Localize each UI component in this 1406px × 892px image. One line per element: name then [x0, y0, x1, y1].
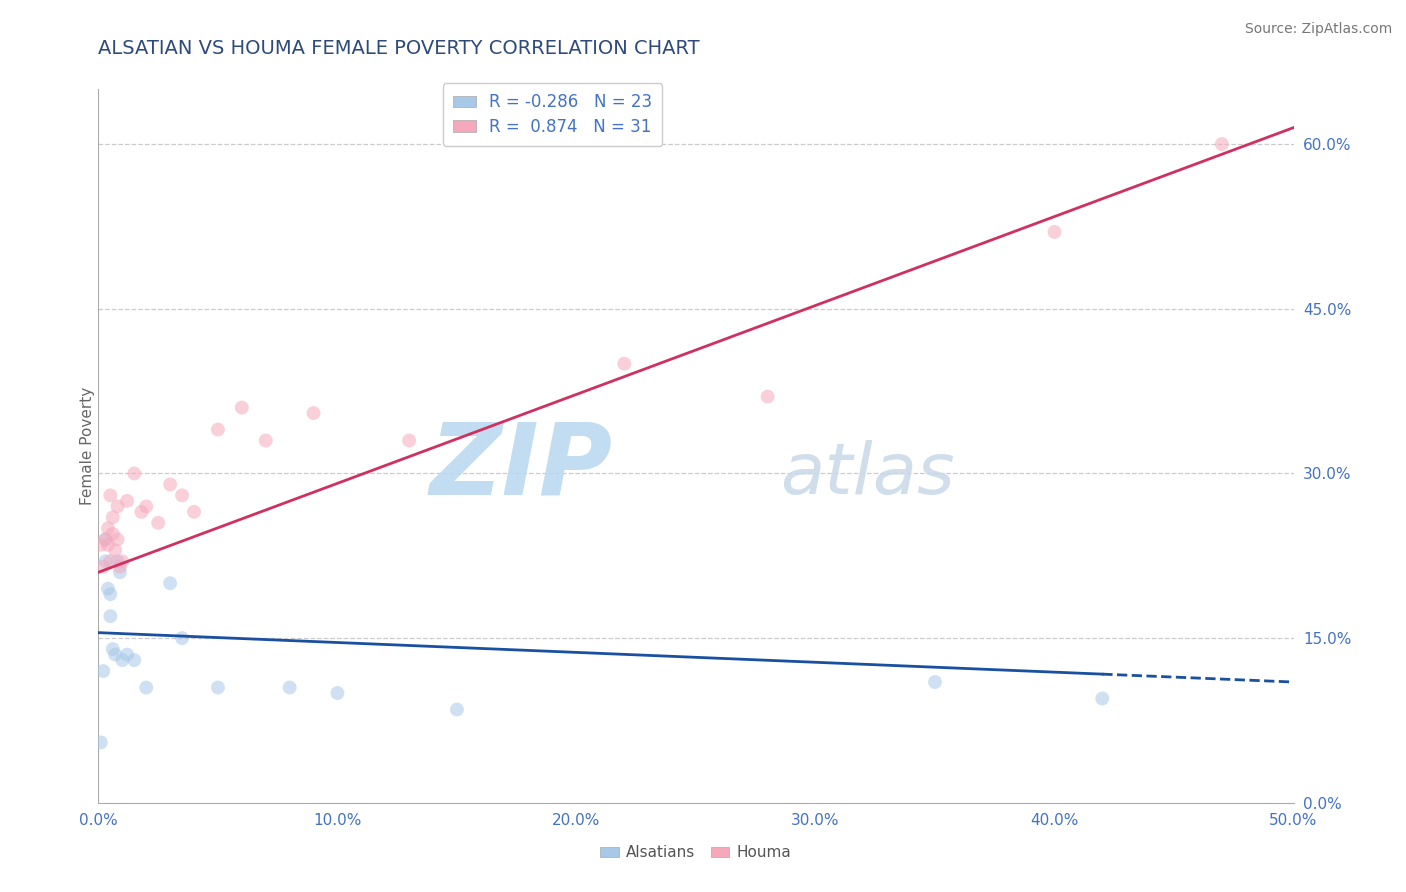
Text: Source: ZipAtlas.com: Source: ZipAtlas.com — [1244, 22, 1392, 37]
Point — [101, 642, 124, 657]
Point — [115, 648, 138, 662]
Point — [108, 559, 131, 574]
Point — [90, 538, 112, 552]
Point — [104, 543, 127, 558]
Point — [135, 500, 157, 514]
Point — [1091, 691, 1114, 706]
Point — [104, 648, 127, 662]
Point — [231, 401, 253, 415]
Point — [254, 434, 277, 448]
Point — [131, 505, 153, 519]
Point — [90, 735, 112, 749]
Point — [207, 681, 229, 695]
Point — [97, 538, 120, 552]
Point — [159, 477, 181, 491]
Point — [98, 488, 122, 502]
Point — [111, 653, 134, 667]
Point — [98, 554, 122, 568]
Point — [326, 686, 349, 700]
Point — [111, 554, 134, 568]
Y-axis label: Female Poverty: Female Poverty — [80, 387, 94, 505]
Point — [1043, 225, 1066, 239]
Point — [107, 500, 129, 514]
Point — [94, 533, 117, 547]
Point — [91, 559, 114, 574]
Point — [924, 675, 946, 690]
Point — [108, 566, 131, 580]
Point — [97, 521, 120, 535]
Point — [278, 681, 301, 695]
Point — [98, 587, 122, 601]
Point — [398, 434, 420, 448]
Point — [115, 494, 138, 508]
Point — [148, 516, 170, 530]
Point — [91, 664, 114, 678]
Point — [124, 467, 146, 481]
Point — [101, 526, 124, 541]
Point — [135, 681, 157, 695]
Point — [1211, 137, 1233, 152]
Point — [107, 554, 129, 568]
Text: ALSATIAN VS HOUMA FEMALE POVERTY CORRELATION CHART: ALSATIAN VS HOUMA FEMALE POVERTY CORRELA… — [98, 39, 700, 58]
Point — [613, 357, 636, 371]
Point — [446, 702, 468, 716]
Legend: Alsatians, Houma: Alsatians, Houma — [595, 839, 797, 866]
Point — [94, 533, 117, 547]
Point — [302, 406, 325, 420]
Point — [107, 533, 129, 547]
Text: ZIP: ZIP — [429, 419, 613, 516]
Point — [101, 510, 124, 524]
Point — [98, 609, 122, 624]
Point — [124, 653, 146, 667]
Point — [172, 488, 194, 502]
Point — [183, 505, 205, 519]
Point — [159, 576, 181, 591]
Point — [756, 390, 779, 404]
Text: atlas: atlas — [779, 440, 955, 509]
Point — [94, 554, 117, 568]
Point — [97, 582, 120, 596]
Point — [207, 423, 229, 437]
Point — [172, 631, 194, 645]
